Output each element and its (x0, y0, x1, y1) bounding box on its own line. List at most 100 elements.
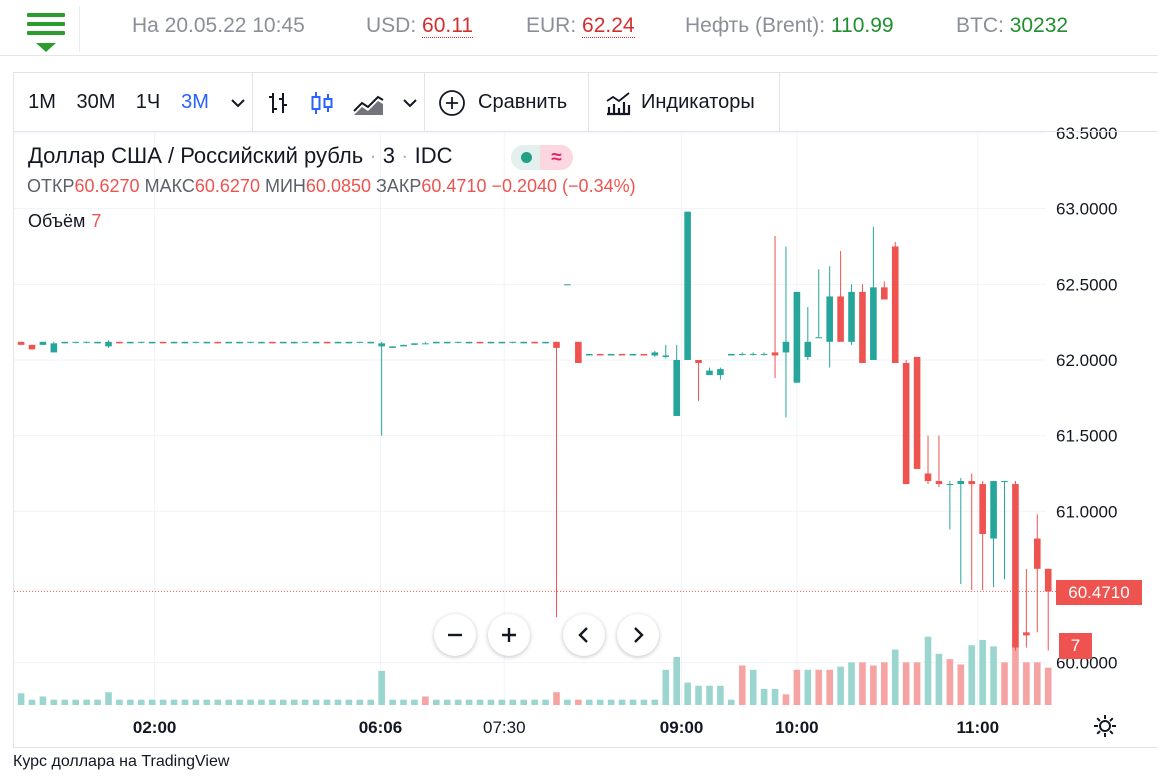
volume-bar (673, 657, 680, 705)
volume-bar (793, 669, 801, 705)
volume-bar (345, 699, 353, 705)
volume-bar (159, 699, 167, 705)
volume-label: Объём (28, 211, 86, 231)
candle-body (881, 287, 888, 300)
market-status-pill[interactable]: ≈ (511, 145, 573, 170)
candle-body (596, 353, 604, 356)
market-open-dot-icon (521, 152, 532, 163)
chart-widget: 63.5000 63.0000 62.5000 62.0000 61.5000 61.00… (13, 72, 1158, 748)
area-chart-icon[interactable] (352, 89, 386, 117)
candle-body (290, 341, 298, 344)
volume-bar (258, 699, 265, 705)
volume-bar (50, 699, 58, 705)
candle-body (749, 353, 757, 355)
volume-bar (749, 669, 757, 705)
candle-body (17, 341, 25, 345)
volume-bar (181, 699, 189, 705)
volume-bar (782, 694, 790, 705)
volume-bar (465, 699, 473, 705)
candle-body (148, 341, 156, 344)
candle-body (782, 341, 790, 353)
volume-bar (684, 682, 691, 705)
candle-body (607, 353, 615, 356)
candle-body (72, 341, 80, 343)
interval-1m[interactable]: 1М (28, 91, 56, 113)
compare-button[interactable]: Сравнить (478, 91, 568, 113)
interval-3m[interactable]: 3М (181, 91, 209, 113)
open-value: 60.6270 (74, 176, 140, 196)
volume-bar (935, 653, 943, 705)
candle-body (902, 363, 910, 485)
volume-bar (312, 699, 320, 705)
open-label: ОТКР (27, 176, 75, 196)
tradingview-link[interactable]: Курс доллара на TradingView (13, 753, 230, 770)
candle-body (465, 341, 473, 344)
volume-bar (968, 645, 976, 705)
add-compare-icon[interactable] (438, 89, 466, 117)
volume-bar (1044, 667, 1052, 705)
eur-rate[interactable]: EUR: 62.24 (526, 14, 635, 38)
volume-bar (280, 699, 287, 705)
scroll-left-button[interactable] (563, 614, 605, 656)
volume-bar (137, 699, 145, 705)
zoom-out-button[interactable] (434, 614, 476, 656)
candle-body (1044, 568, 1052, 592)
chevron-down-icon[interactable] (396, 89, 424, 117)
candle-body (738, 353, 746, 355)
volume-bar (815, 669, 823, 705)
oil-value: 110.99 (830, 14, 894, 37)
candle-body (793, 291, 801, 383)
chart-canvas[interactable]: 63.5000 63.0000 62.5000 62.0000 61.5000 61.00… (14, 73, 1158, 749)
scroll-right-button[interactable] (617, 614, 659, 656)
volume-bar (127, 699, 134, 705)
ohlc-values: ОТКР60.6270 МАКС60.6270 МИН60.0850 ЗАКР6… (27, 176, 636, 197)
usd-value[interactable]: 60.11 (422, 14, 474, 38)
candle-body (1023, 632, 1030, 636)
eur-value[interactable]: 62.24 (582, 14, 635, 38)
top-bar: На 20.05.22 10:45 USD: 60.11 EUR: 62.24 … (0, 0, 1158, 56)
indicators-icon[interactable] (604, 89, 632, 117)
menu-icon[interactable] (14, 6, 80, 52)
candles-icon[interactable] (308, 89, 336, 117)
candle-body (159, 341, 167, 344)
candle-body (662, 355, 670, 357)
candle-body (83, 341, 90, 343)
zoom-in-button[interactable] (488, 614, 530, 656)
volume-bar (192, 699, 200, 705)
close-value: 60.4710 (421, 176, 487, 196)
volume-bar (585, 699, 593, 705)
candle-body (225, 341, 232, 344)
volume-bar (902, 662, 910, 705)
indicators-button[interactable]: Индикаторы (641, 91, 755, 113)
interval-1h[interactable]: 1Ч (135, 91, 161, 113)
volume-bar (422, 696, 429, 705)
usd-rate[interactable]: USD: 60.11 (366, 14, 474, 38)
gear-icon[interactable] (1092, 713, 1118, 739)
volume-bar (607, 699, 615, 705)
candle-body (236, 341, 243, 344)
volume-bar (487, 699, 495, 705)
volume-value: 7 (91, 211, 102, 231)
volume-bar (553, 692, 560, 705)
volume-bar (269, 699, 276, 705)
plus-icon (502, 628, 516, 642)
candle-body (640, 353, 648, 356)
candle-body (356, 341, 364, 343)
candle-body (269, 341, 276, 344)
interval-30m[interactable]: 30М (76, 91, 116, 113)
oil-rate: Нефть (Brent): 110.99 (685, 14, 894, 38)
candle-body (203, 341, 211, 344)
volume-bar (564, 699, 571, 705)
volume-bar (651, 699, 659, 705)
candle-body (214, 341, 222, 344)
time-axis-label: 06:06 (359, 718, 402, 737)
high-label: МАКС (144, 176, 195, 196)
volume-bar (290, 699, 298, 705)
chevron-down-icon[interactable] (224, 89, 252, 117)
btc-value: 30232 (1009, 14, 1069, 37)
candle-body (498, 341, 506, 344)
candle-body (487, 341, 495, 344)
candle-body (913, 356, 921, 469)
btc-rate: BTC: 30232 (956, 14, 1068, 38)
bar-chart-icon[interactable] (264, 89, 292, 117)
